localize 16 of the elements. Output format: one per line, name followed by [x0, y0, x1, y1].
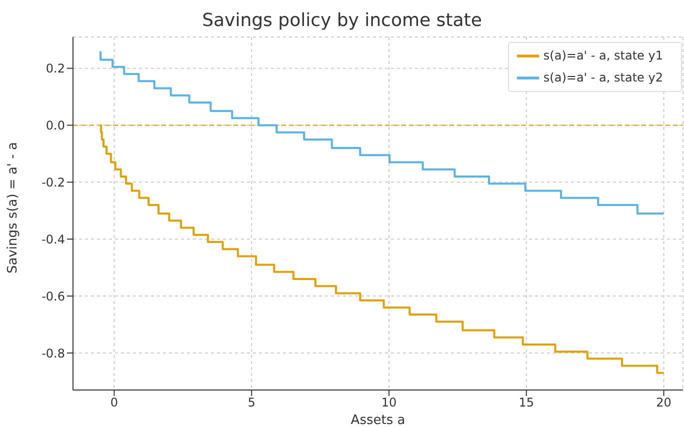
y-tick-label: -0.2: [42, 175, 65, 190]
x-tick-label: 20: [656, 396, 672, 410]
x-tick-label: 15: [518, 396, 534, 410]
x-tick-label: 10: [381, 396, 397, 410]
legend-label: s(a)=a' - a, state y1: [543, 48, 663, 62]
y-tick-label: -0.6: [42, 289, 65, 304]
x-tick-label: 0: [110, 396, 118, 410]
legend-label: s(a)=a' - a, state y2: [543, 70, 663, 84]
x-axis-title: Assets a: [350, 413, 406, 427]
x-tick-label: 5: [248, 396, 256, 410]
y-tick-label: 0.2: [46, 62, 65, 76]
y-tick-label: 0.0: [46, 118, 65, 133]
y-tick-label: -0.8: [42, 346, 65, 360]
y-tick-label: -0.4: [42, 232, 65, 246]
chart-title: Savings policy by income state: [201, 10, 483, 31]
y-axis-title: Savings s(a) = a' - a: [6, 142, 21, 274]
